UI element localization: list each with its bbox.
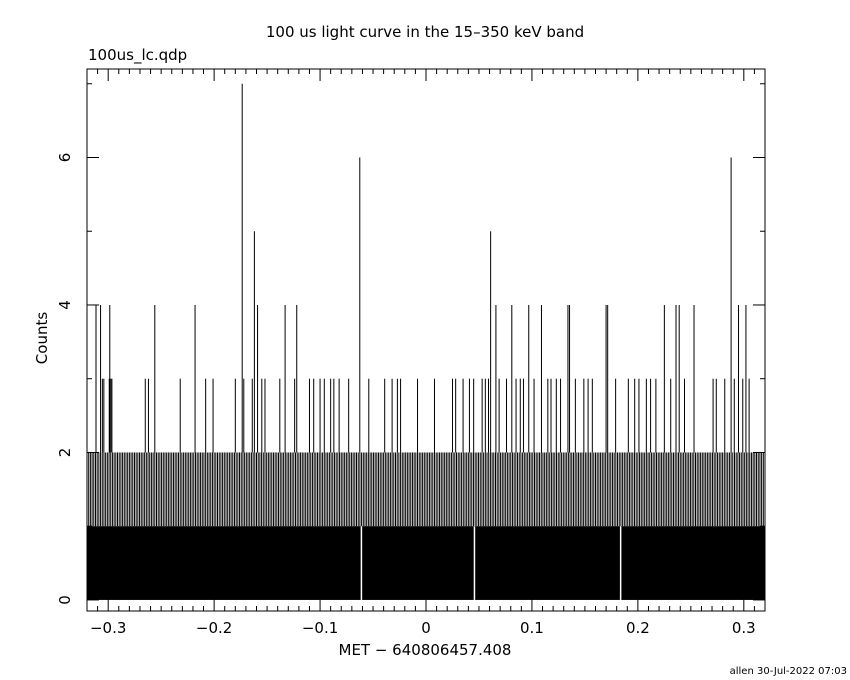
axes-layer: −0.3 −0.2 −0.1 0 0.1 0.2 0.3 0 2 4 6: [56, 68, 766, 637]
count-baseline-block: [87, 526, 765, 600]
x-tick-label-2: −0.1: [302, 619, 338, 637]
x-tick-label-4: 0.1: [520, 619, 544, 637]
plot-layer: [86, 83, 766, 600]
data-gap-1: [473, 526, 476, 600]
chart-title: 100 us light curve in the 15–350 keV ban…: [266, 23, 584, 41]
x-tick-label-5: 0.2: [626, 619, 650, 637]
footer-stamp: allen 30-Jul-2022 07:03: [730, 666, 847, 677]
y-tick-label-0: 0: [56, 595, 74, 605]
x-tick-label-1: −0.2: [196, 619, 232, 637]
y-tick-label-1: 2: [56, 448, 74, 458]
chart-filename: 100us_lc.qdp: [88, 46, 187, 65]
x-tick-label-6: 0.3: [732, 619, 756, 637]
y-tick-label-2: 4: [56, 300, 74, 310]
y-axis-label: Counts: [33, 312, 51, 365]
x-tick-label-3: 0: [421, 619, 431, 637]
y-tick-label-3: 6: [56, 153, 74, 163]
data-gap-2: [619, 526, 622, 600]
x-tick-label-0: −0.3: [90, 619, 126, 637]
x-axis-label: MET − 640806457.408: [339, 641, 512, 659]
data-gap-0: [360, 526, 363, 600]
